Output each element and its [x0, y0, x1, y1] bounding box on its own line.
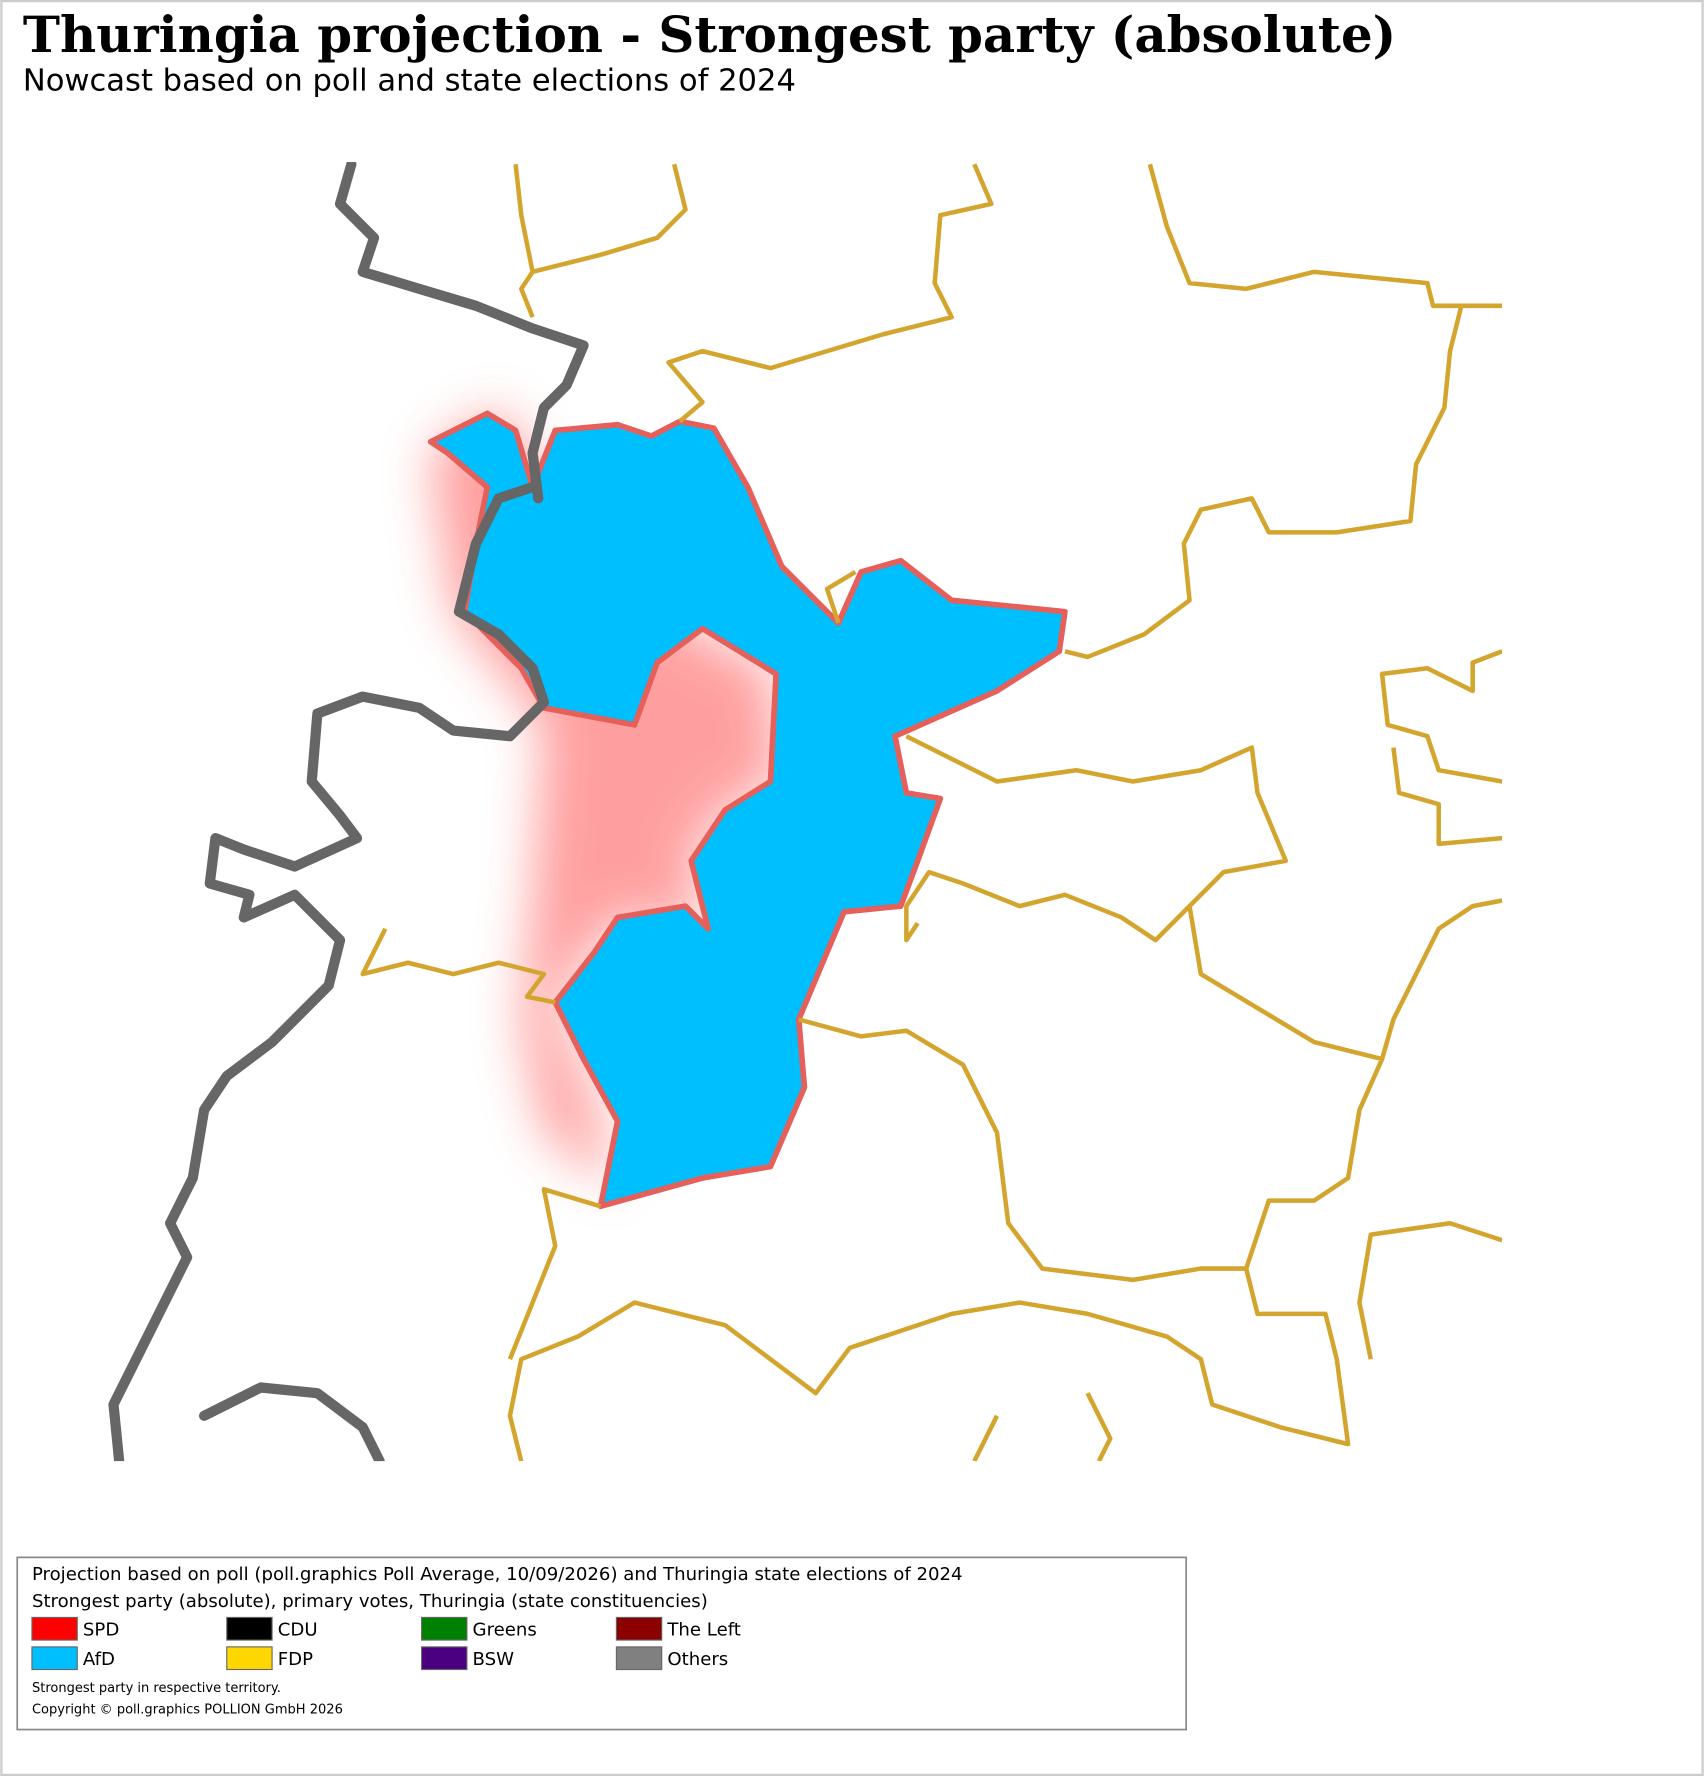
subtitle: Nowcast based on poll and state election…: [23, 64, 796, 99]
state-border: [108, 161, 589, 1462]
legend-swatch: [615, 1616, 663, 1641]
legend-label: Others: [667, 1649, 728, 1670]
legend-source: Projection based on poll (poll.graphics …: [32, 1564, 963, 1585]
legend-label: SPD: [83, 1620, 119, 1641]
legend-label: Greens: [473, 1620, 537, 1641]
map: [108, 161, 1503, 1462]
legend-note: Strongest party in respective territory.: [32, 1681, 281, 1696]
legend-box: [16, 1556, 1187, 1731]
title: Thuringia projection - Strongest party (…: [23, 5, 1396, 64]
legend-swatch: [31, 1646, 78, 1671]
legend-swatch: [226, 1646, 273, 1671]
legend-swatch: [31, 1616, 78, 1641]
legend-label: BSW: [473, 1649, 515, 1670]
legend-label: The Left: [666, 1620, 741, 1641]
legend-label: AfD: [83, 1649, 115, 1670]
legend-description: Strongest party (absolute), primary vote…: [32, 1591, 708, 1612]
legend-label: CDU: [278, 1620, 318, 1641]
afd-constituency: [427, 410, 1068, 1210]
legend-swatch: [421, 1646, 468, 1671]
legend-items: SPD CDU Greens The Left AfD FDP BSW Others: [31, 1616, 741, 1671]
legend-swatch: [226, 1616, 273, 1641]
legend-label: FDP: [278, 1649, 313, 1670]
copyright: Copyright © poll.graphics POLLION GmbH 2…: [32, 1703, 343, 1718]
legend-swatch: [615, 1646, 663, 1671]
legend-swatch: [421, 1616, 468, 1641]
